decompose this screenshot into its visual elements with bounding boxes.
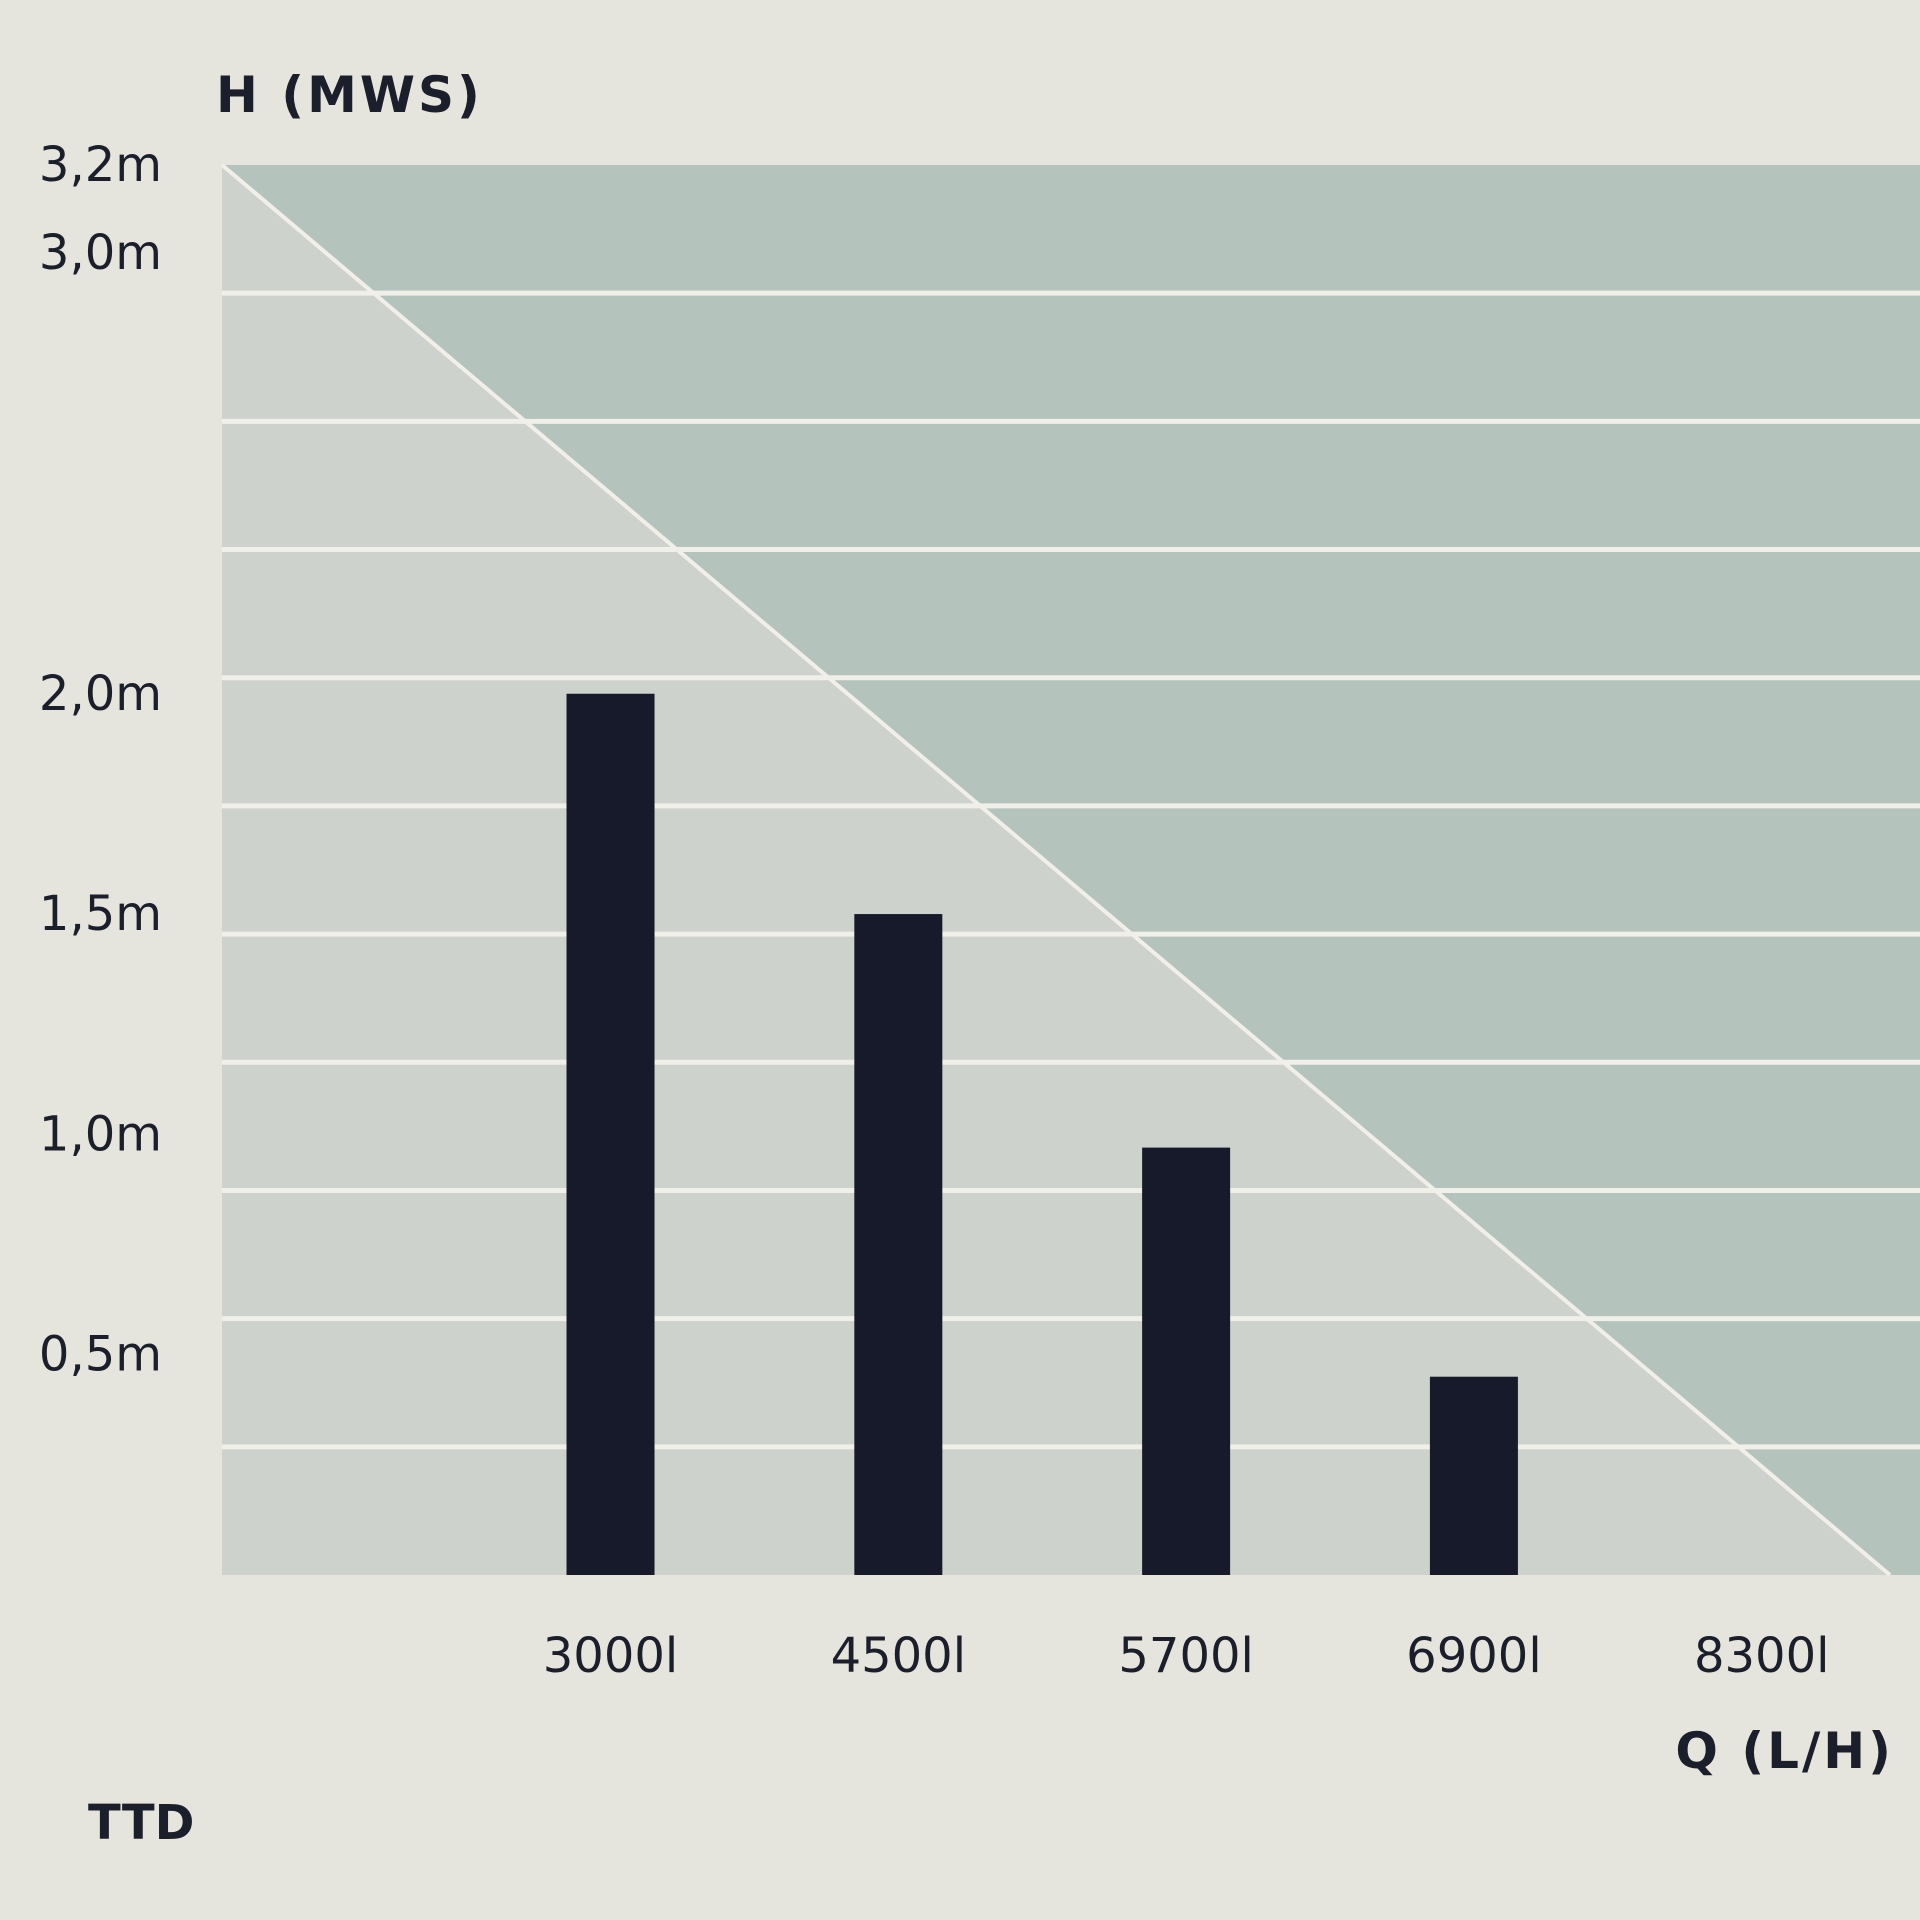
x-tick-label: 3000l <box>543 1628 679 1684</box>
x-tick-label: 5700l <box>1118 1628 1254 1684</box>
bar <box>1142 1147 1231 1575</box>
y-tick-label: 1,5m <box>39 886 162 942</box>
bar <box>1429 1376 1518 1575</box>
bar <box>854 914 943 1575</box>
y-tick-label: 2,0m <box>39 666 162 722</box>
y-tick-label: 3,0m <box>39 225 162 281</box>
y-axis-label: H (MWS) <box>216 66 483 124</box>
y-tick-label: 3,2m <box>39 137 162 193</box>
x-tick-label: 4500l <box>831 1628 967 1684</box>
x-axis-label: Q (L/H) <box>1675 1722 1894 1780</box>
y-tick-label: 1,0m <box>39 1106 162 1162</box>
model-code: TTD <box>88 1795 195 1851</box>
bar <box>566 693 655 1575</box>
x-tick-label: 8300l <box>1694 1628 1830 1684</box>
y-tick-label: 0,5m <box>39 1327 162 1383</box>
performance-curve <box>220 163 1892 1577</box>
x-tick-label: 6900l <box>1406 1628 1542 1684</box>
